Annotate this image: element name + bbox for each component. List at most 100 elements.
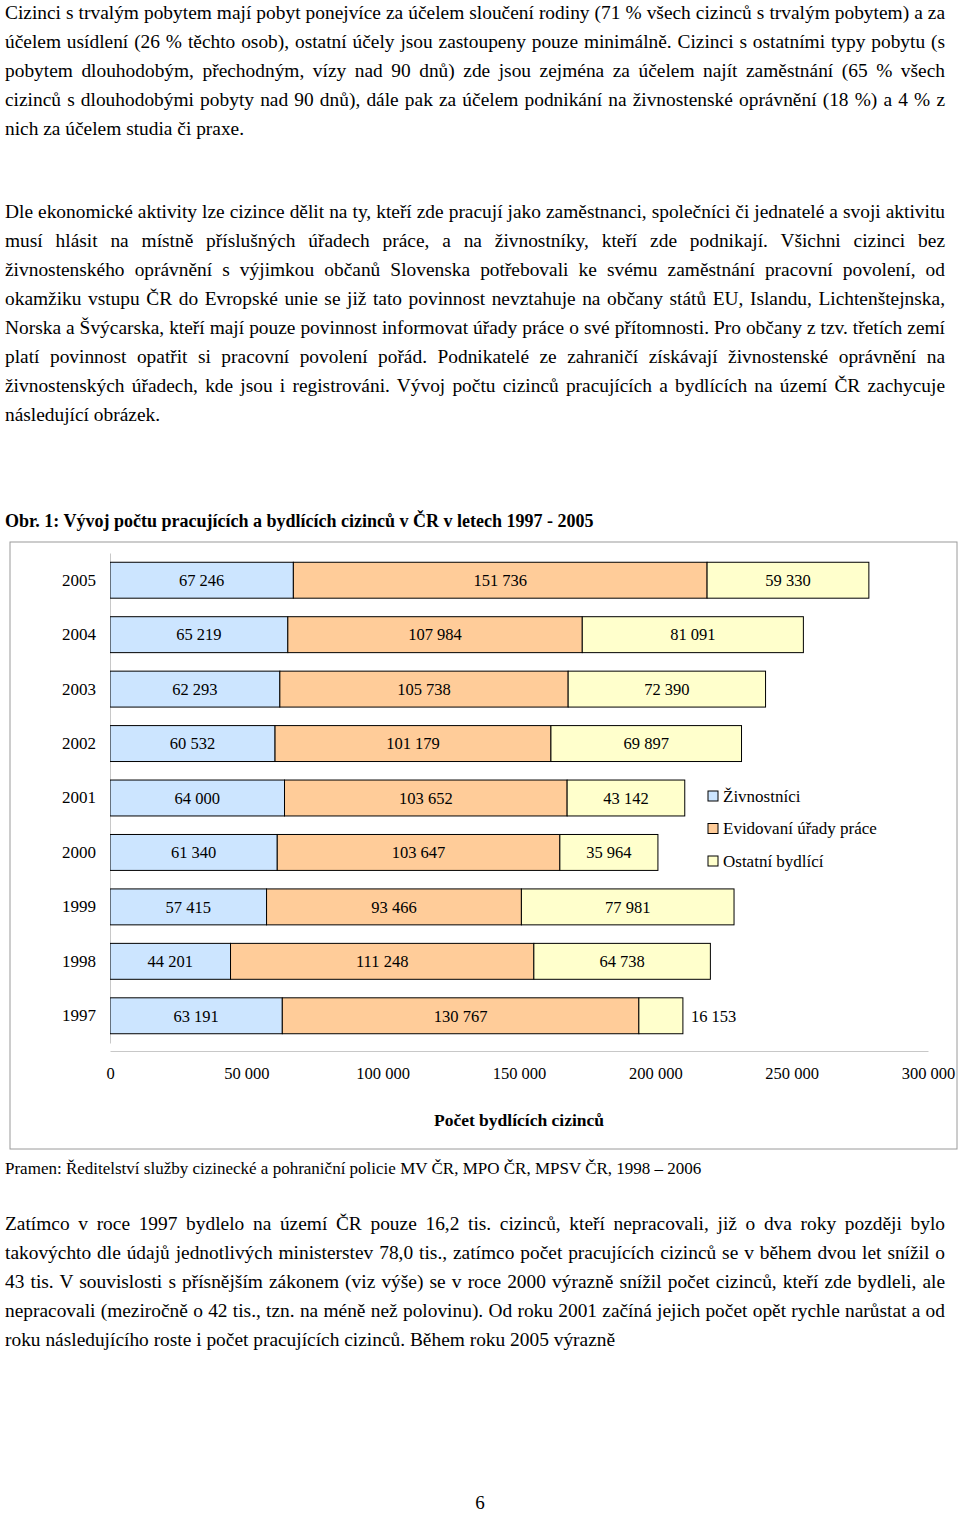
legend-swatch	[708, 824, 718, 834]
data-label: 62 293	[172, 680, 217, 699]
y-tick: 2004	[62, 625, 110, 644]
y-tick-label: 2000	[62, 843, 96, 862]
bar-segment	[560, 834, 658, 870]
x-axis: 0 50 000 100 000 150 000 200 000 250 000 300 0…	[106, 1051, 955, 1083]
bar-segment	[707, 562, 869, 598]
x-tick-label: 50 000	[224, 1064, 269, 1083]
chart: 0 50 000 100 000 150 000 200 000 250 000 300 0…	[0, 538, 960, 1154]
x-tick-label: 100 000	[356, 1064, 410, 1083]
legend: ŽivnostníciEvidovaní úřady práceOstatní …	[708, 787, 877, 871]
legend-label: Ostatní bydlící	[723, 852, 824, 871]
chart-frame	[10, 542, 957, 1149]
y-tick-label: 1999	[62, 897, 96, 916]
bar-segment	[293, 562, 707, 598]
bar-segment	[534, 943, 711, 979]
y-tick-label: 2003	[62, 680, 96, 699]
bar-segment	[110, 834, 277, 870]
page-number: 6	[0, 1492, 960, 1514]
y-tick: 2000	[62, 843, 110, 862]
bar-segment	[551, 726, 742, 762]
data-label: 69 897	[624, 734, 669, 753]
x-tick-label: 150 000	[493, 1064, 547, 1083]
x-axis-title: Počet bydlících cizinců	[434, 1110, 604, 1130]
bar-segment	[639, 998, 683, 1034]
bar-segment	[288, 617, 582, 653]
y-tick-label: 1998	[62, 952, 96, 971]
y-tick: 2003	[62, 680, 110, 699]
data-label: 111 248	[356, 952, 408, 971]
bar-segment	[277, 834, 560, 870]
data-label: 107 984	[408, 625, 462, 644]
x-tick: 150 000	[493, 1051, 547, 1083]
y-tick: 2005	[62, 571, 110, 590]
x-tick: 100 000	[356, 1051, 410, 1083]
bar-segment	[110, 562, 293, 598]
data-label: 65 219	[176, 625, 221, 644]
y-tick-label: 2002	[62, 734, 96, 753]
paragraph: Cizinci s trvalým pobytem mají pobyt pon…	[5, 0, 945, 143]
y-tick-label: 2005	[62, 571, 96, 590]
x-tick: 50 000	[224, 1051, 269, 1083]
y-tick: 2002	[62, 734, 110, 753]
data-label: 93 466	[371, 898, 416, 917]
x-tick-label: 250 000	[765, 1064, 819, 1083]
x-tick: 300 000	[902, 1051, 956, 1083]
legend-swatch	[708, 791, 718, 801]
bar-segment	[110, 998, 282, 1034]
bar-segment	[285, 780, 568, 816]
data-label: 64 000	[175, 789, 220, 808]
x-tick: 250 000	[765, 1051, 819, 1083]
figure-source: Pramen: Ředitelství služby cizinecké a p…	[5, 1159, 945, 1179]
x-tick-label: 0	[106, 1064, 114, 1083]
y-axis: 2005 2004 2003 2002 2001 2000 1999 1998 1997	[62, 554, 111, 1044]
data-label: 151 736	[473, 571, 527, 590]
x-axis-line	[111, 1051, 929, 1052]
bar-segment	[275, 726, 551, 762]
y-tick: 1999	[62, 897, 110, 916]
paragraph: Zatímco v roce 1997 bydlelo na území ČR …	[5, 1209, 945, 1354]
data-label: 64 738	[599, 952, 644, 971]
x-tick-label: 300 000	[902, 1064, 956, 1083]
legend-swatch	[708, 856, 718, 866]
data-label: 101 179	[386, 734, 440, 753]
bars	[110, 562, 869, 1033]
bar-segment	[110, 780, 285, 816]
data-label: 43 142	[603, 789, 648, 808]
bar-segment	[110, 726, 275, 762]
data-label: 59 330	[765, 571, 810, 590]
paragraph: Dle ekonomické aktivity lze cizince děli…	[5, 197, 945, 429]
y-tick: 2001	[62, 788, 110, 807]
y-tick-label: 2001	[62, 788, 96, 807]
data-label: 63 191	[173, 1007, 218, 1026]
x-tick-label: 200 000	[629, 1064, 683, 1083]
legend-label: Živnostníci	[723, 787, 801, 806]
bar-segment	[110, 617, 288, 653]
bar-segment	[282, 998, 639, 1034]
bar-segment	[521, 889, 734, 925]
data-label: 77 981	[605, 898, 650, 917]
data-label: 61 340	[171, 843, 216, 862]
data-label: 103 652	[399, 789, 453, 808]
y-tick: 1997	[62, 1006, 110, 1025]
x-tick: 0	[106, 1051, 114, 1083]
bar-segment	[567, 780, 685, 816]
data-label: 81 091	[670, 625, 715, 644]
bar-segment	[267, 889, 522, 925]
data-label: 130 767	[434, 1007, 488, 1026]
data-label: 72 390	[644, 680, 689, 699]
bar-segment	[568, 671, 765, 707]
data-label: 44 201	[148, 952, 193, 971]
figure-caption: Obr. 1: Vývoj počtu pracujících a bydlíc…	[5, 511, 945, 532]
x-tick: 200 000	[629, 1051, 683, 1083]
bar-segment	[231, 943, 534, 979]
data-labels: 67 246 65 219 62 293 60 532 64 000 61 340 57 4…	[148, 571, 811, 1026]
data-label: 35 964	[586, 843, 631, 862]
data-label: 103 647	[392, 843, 446, 862]
bar-segment	[110, 943, 231, 979]
bar-segment	[280, 671, 568, 707]
data-label: 67 246	[179, 571, 224, 590]
bar-segment	[110, 889, 267, 925]
data-label: 57 415	[166, 898, 211, 917]
bar-segment	[110, 671, 280, 707]
data-label: 60 532	[170, 734, 215, 753]
